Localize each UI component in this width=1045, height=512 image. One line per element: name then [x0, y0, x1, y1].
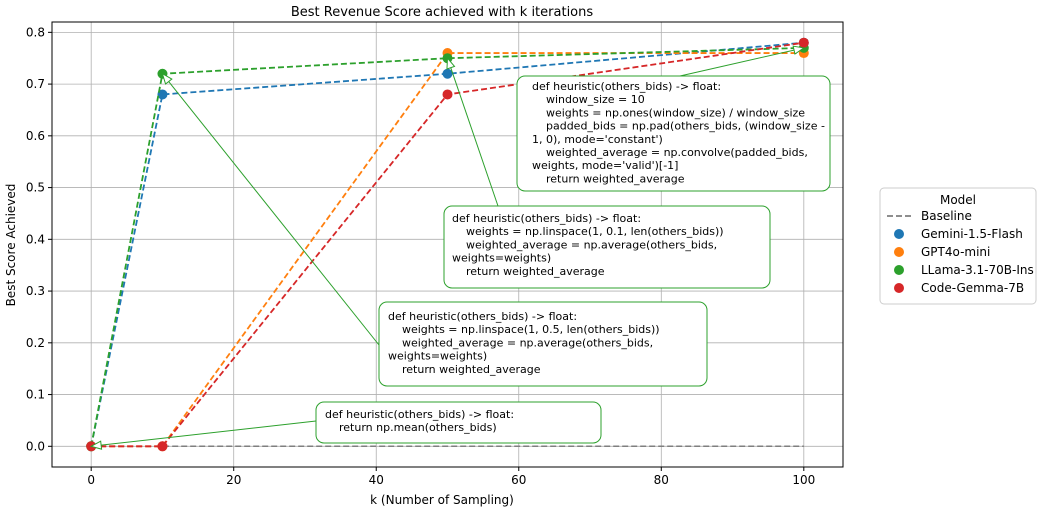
series-code-gemma-7b	[86, 37, 809, 452]
arrow-shaft	[168, 81, 380, 346]
annotation-arrow	[446, 56, 499, 207]
y-axis-label: Best Score Achieved	[4, 184, 18, 307]
annotation-frame	[443, 205, 771, 289]
data-point	[798, 37, 809, 48]
legend-label: LLama-3.1-70B-Ins	[921, 263, 1034, 277]
y-tick-label: 0.8	[26, 25, 45, 39]
y-tick-label: 0.0	[26, 439, 45, 453]
arrow-shaft	[679, 49, 795, 77]
x-tick-label: 20	[226, 473, 241, 487]
arrow-head	[792, 45, 806, 55]
annotation-arrow	[679, 45, 806, 77]
plot-frame	[51, 21, 844, 468]
annotation-code-line: return weighted_average	[532, 172, 685, 185]
x-tick-label: 100	[792, 473, 815, 487]
arrow-shaft	[101, 420, 317, 446]
y-tick-label: 0.3	[26, 284, 45, 298]
annotation-code-line: return weighted_average	[452, 265, 605, 278]
y-tick-label: 0.7	[26, 77, 45, 91]
annotation-code-line: weighted_average = np.convolve(padded_bi…	[532, 146, 808, 159]
annotation-arrow	[89, 420, 317, 450]
annotation-code-line: 1, 0), mode='constant')	[532, 133, 663, 146]
annotation-frame	[516, 75, 831, 192]
series-line	[90, 41, 804, 447]
data-point	[157, 89, 168, 100]
legend-title: Model	[940, 193, 976, 207]
annotations: def heuristic(others_bids) -> float: ret…	[315, 75, 831, 444]
annotation-code-line: weights = np.ones(window_size) / window_…	[532, 106, 805, 119]
arrow-shaft	[450, 67, 499, 207]
annotation-code-line: weights=weights)	[452, 252, 551, 265]
series-line	[90, 46, 804, 447]
data-point	[442, 89, 453, 100]
arrow-head	[161, 72, 173, 85]
y-tick-label: 0.1	[26, 388, 45, 402]
legend-label: GPT4o-mini	[921, 245, 990, 259]
chart-title: Best Revenue Score achieved with k itera…	[291, 5, 594, 20]
annotation-code-line: weights, mode='valid')[-1]	[532, 159, 678, 172]
annotation-code-line: return np.mean(others_bids)	[325, 421, 497, 434]
annotation-box: def heuristic(others_bids) -> float: ret…	[315, 401, 602, 444]
legend-swatch	[894, 247, 904, 257]
annotation-code-line: def heuristic(others_bids) -> float:	[325, 408, 514, 421]
annotation-arrows	[89, 45, 806, 450]
x-tick-label: 60	[511, 473, 526, 487]
x-tick-label: 80	[654, 473, 669, 487]
y-tick-label: 0.5	[26, 181, 45, 195]
annotation-arrow	[161, 72, 380, 346]
legend-swatch	[894, 229, 904, 239]
y-tick-label: 0.6	[26, 129, 45, 143]
y-tick-label: 0.2	[26, 336, 45, 350]
x-tick-label: 0	[87, 473, 95, 487]
annotation-code-line: weights=weights)	[388, 350, 487, 363]
annotation-code-line: def heuristic(others_bids) -> float:	[532, 80, 721, 93]
legend-label: Code-Gemma-7B	[921, 281, 1024, 295]
data-point	[442, 68, 453, 79]
annotation-code-line: weights = np.linspace(1, 0.1, len(others…	[452, 225, 724, 238]
annotation-code-line: return weighted_average	[388, 363, 541, 376]
arrow-head	[446, 56, 456, 70]
annotation-code-line: def heuristic(others_bids) -> float:	[452, 212, 641, 225]
annotation-code-line: weighted_average = np.average(others_bid…	[452, 238, 717, 251]
axis-ticks: 0 20 40 60 80 100 0.0 0.1 0.2 0.3 0.4 0.5 0.6 0.7 0.8	[26, 25, 815, 487]
annotation-code-line: weighted_average = np.average(others_bid…	[388, 336, 653, 349]
annotation-box: def heuristic(others_bids) -> float: win…	[516, 75, 831, 192]
legend-swatch	[894, 283, 904, 293]
legend-swatch	[894, 265, 904, 275]
arrow-head	[89, 440, 103, 450]
annotation-box: def heuristic(others_bids) -> float: wei…	[378, 301, 708, 387]
x-tick-label: 40	[369, 473, 384, 487]
series-line	[91, 41, 804, 448]
annotation-code-line: window_size = 10	[532, 93, 645, 106]
annotation-code-line: weights = np.linspace(1, 0.5, len(others…	[388, 323, 660, 336]
y-tick-label: 0.4	[26, 232, 45, 246]
legend-label: Baseline	[921, 209, 972, 223]
annotation-code-line: def heuristic(others_bids) -> float:	[388, 310, 577, 323]
x-axis-label: k (Number of Sampling)	[370, 493, 514, 507]
annotation-frame	[378, 301, 708, 387]
legend-frame	[879, 187, 1037, 305]
data-point	[157, 441, 168, 452]
legend: Model Baseline Gemini-1.5-Flash GPT4o-mini L…	[879, 187, 1037, 305]
annotation-code-line: padded_bids = np.pad(others_bids, (windo…	[532, 120, 825, 133]
legend-label: Gemini-1.5-Flash	[921, 227, 1023, 241]
annotation-frame	[315, 401, 602, 444]
annotation-box: def heuristic(others_bids) -> float: wei…	[443, 205, 771, 289]
